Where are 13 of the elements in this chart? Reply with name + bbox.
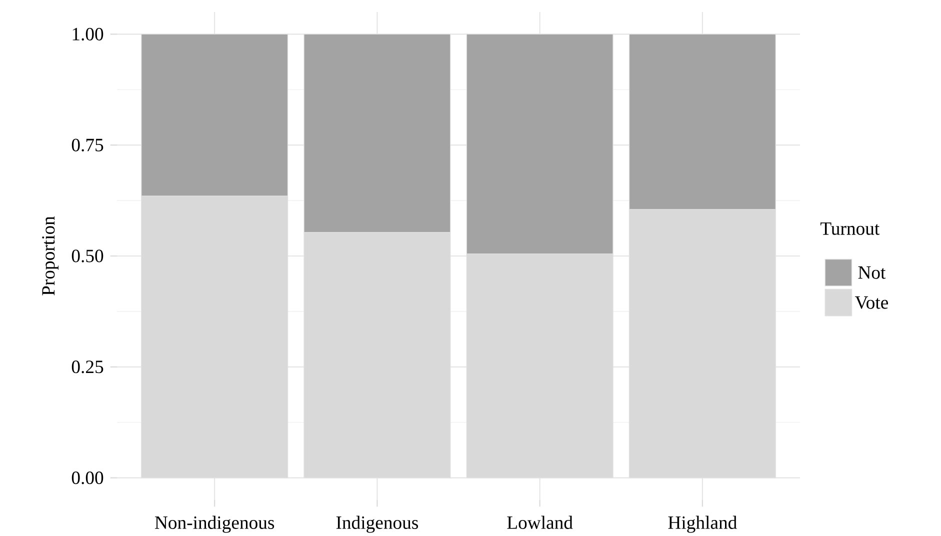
legend-label: Vote bbox=[854, 296, 888, 309]
x-tick-label: Indigenous bbox=[336, 516, 418, 533]
y-tick-label: 0.50 bbox=[72, 250, 104, 262]
y-tick-label: 0.25 bbox=[72, 360, 104, 374]
x-tick-label: Non-indigenous bbox=[154, 516, 274, 533]
y-tick-label: 1.00 bbox=[72, 28, 104, 41]
legend-title: Turnout bbox=[820, 222, 880, 235]
y-tick-label: 0.00 bbox=[72, 471, 104, 484]
x-tick-label: Highland bbox=[668, 516, 737, 533]
legend-label: Not bbox=[858, 266, 886, 279]
y-tick-label: 0.75 bbox=[72, 138, 104, 152]
x-tick-label: Lowland bbox=[507, 516, 573, 529]
y-axis-title: Proportion bbox=[42, 216, 58, 296]
